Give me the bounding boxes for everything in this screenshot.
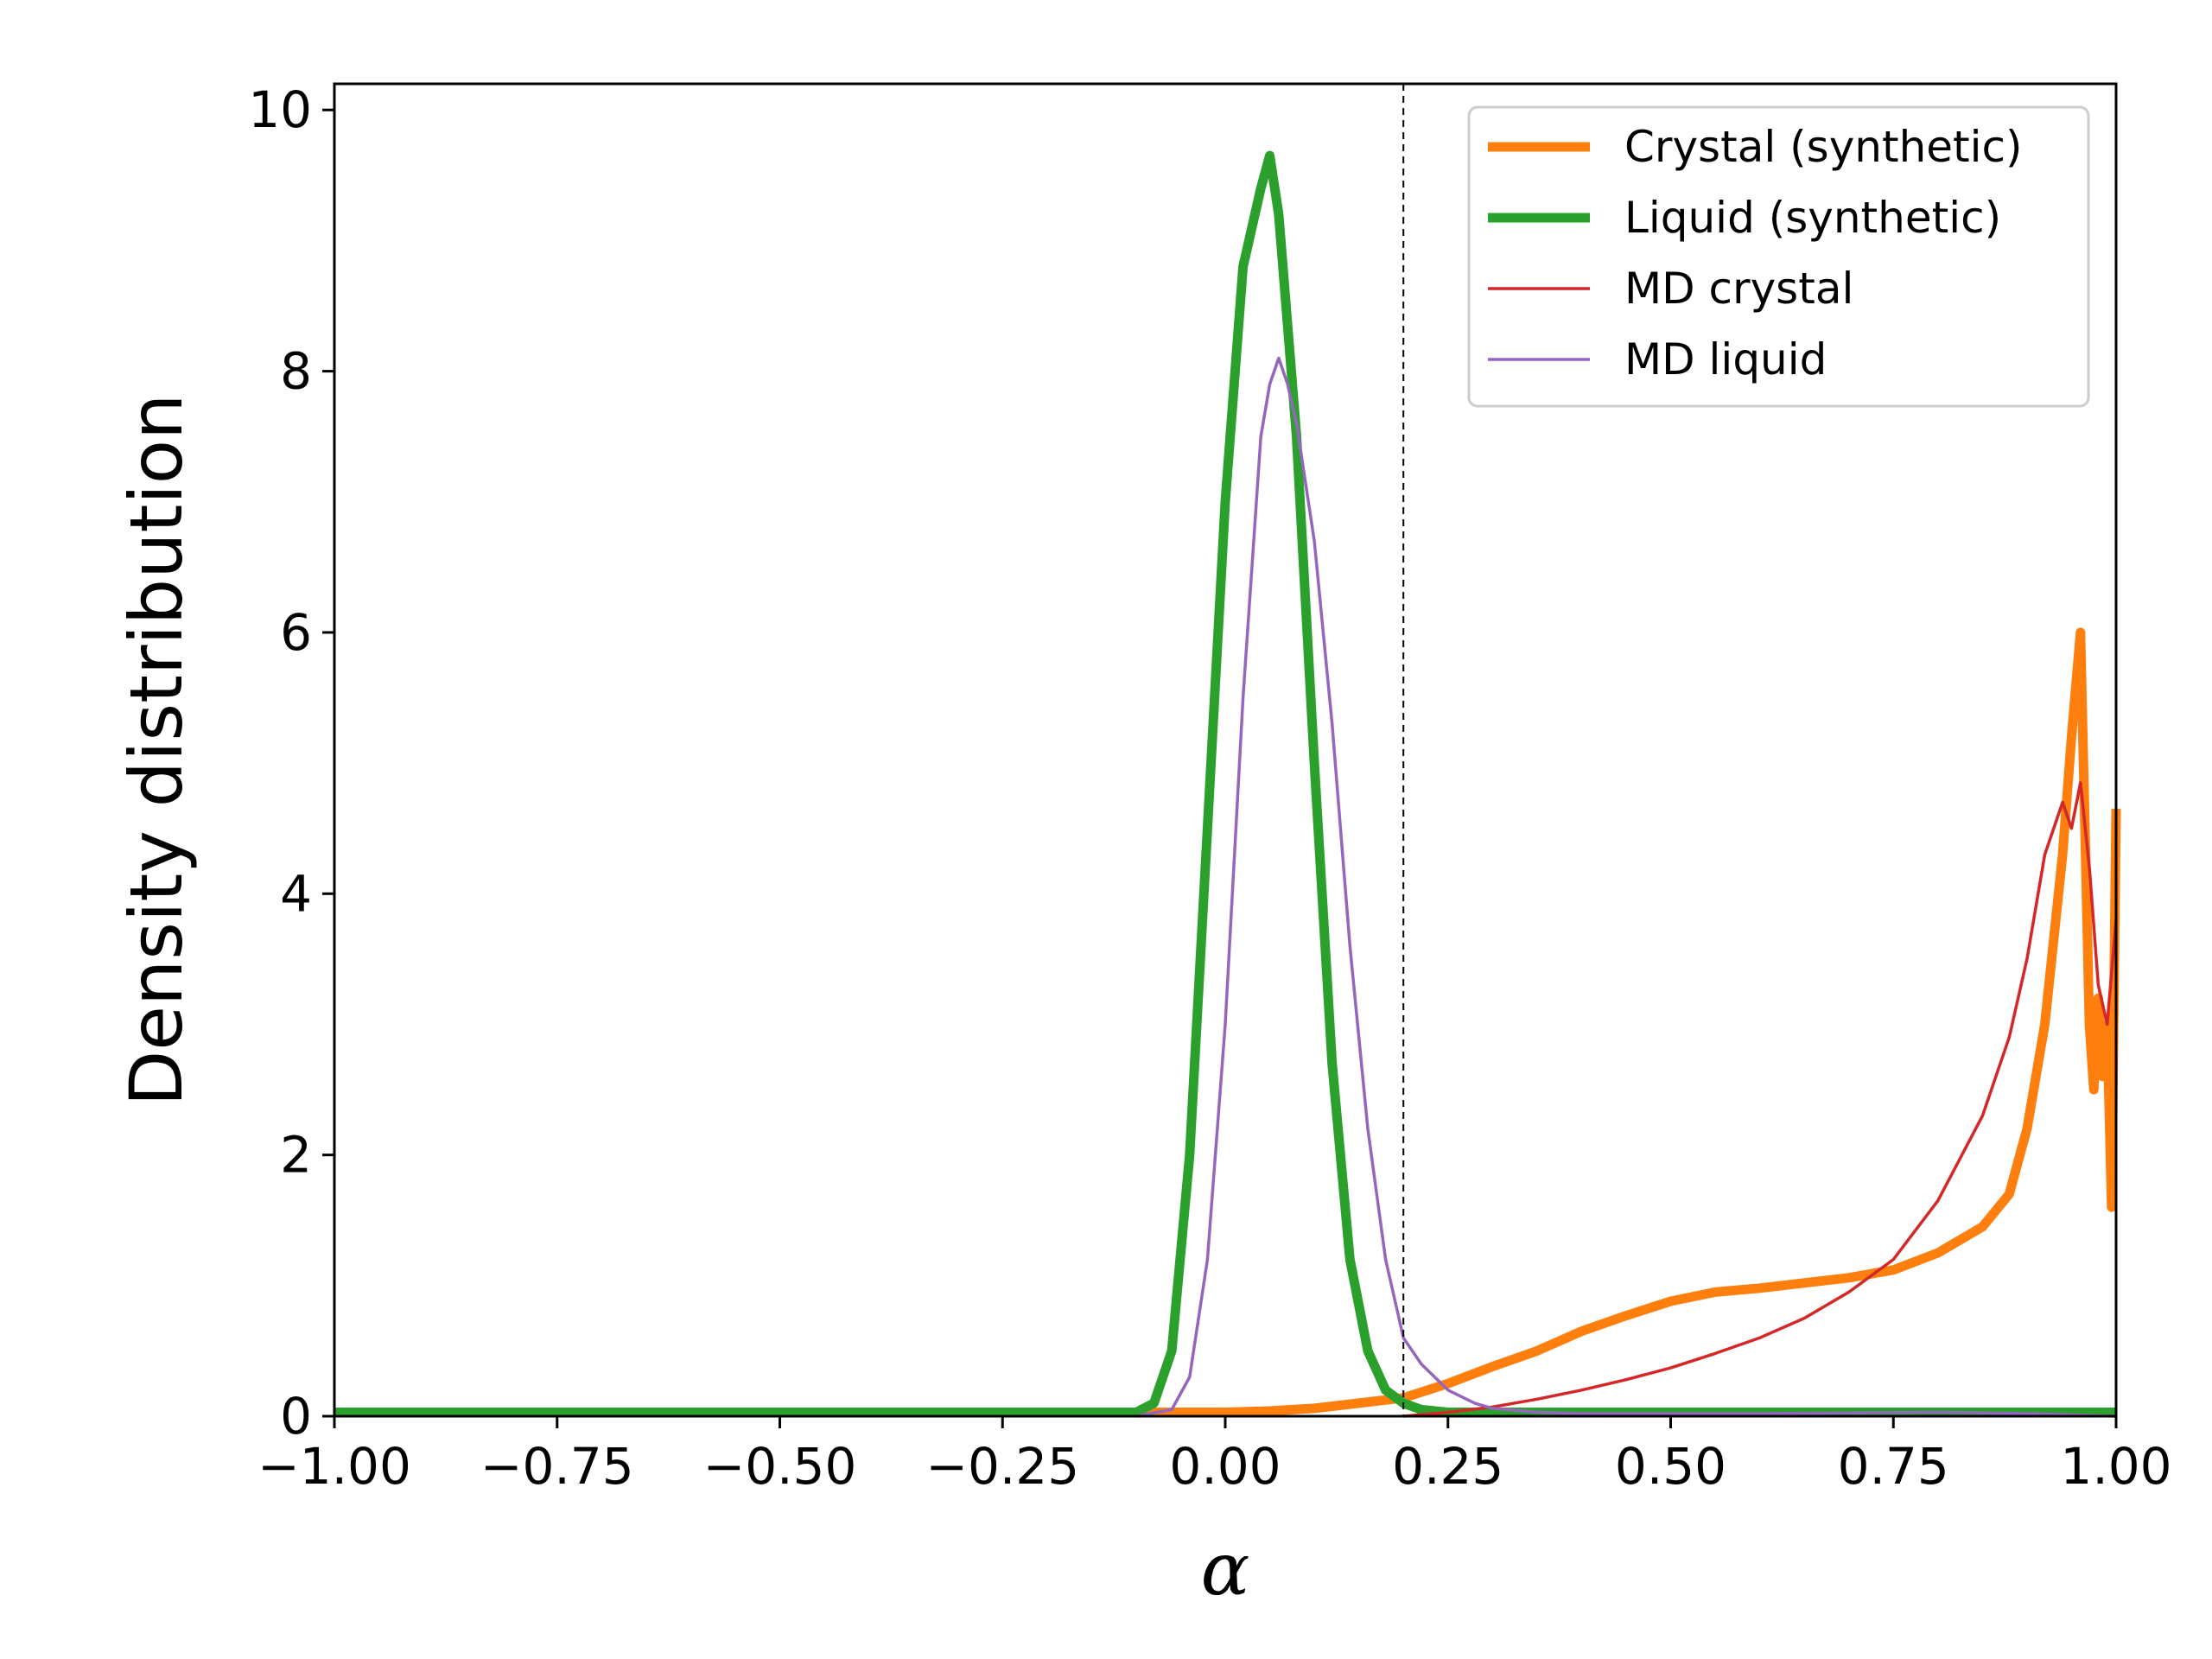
x-tick-label: 0.50: [1615, 1437, 1726, 1496]
series-line-1: [334, 627, 2121, 1417]
x-tick-label: 0.75: [1838, 1437, 1949, 1496]
series-layer: [334, 150, 2121, 1418]
legend-label: MD crystal: [1624, 264, 1853, 314]
legend-label: Liquid (synthetic): [1624, 193, 2001, 243]
y-tick-label: 10: [248, 80, 312, 139]
legend-label: Crystal (synthetic): [1624, 122, 2023, 172]
x-tick-label: −0.75: [480, 1437, 634, 1496]
legend-label: MD liquid: [1624, 334, 1827, 385]
x-tick-label: −1.00: [257, 1437, 411, 1496]
y-tick-label: 2: [280, 1126, 312, 1185]
legend-box: [1467, 105, 2090, 408]
series-line-4: [1135, 356, 2117, 1418]
y-axis-label: Density distribution: [114, 394, 199, 1107]
x-axis-label: α: [1201, 1527, 1250, 1611]
y-tick-label: 0: [280, 1387, 312, 1446]
x-tick-label: −0.25: [925, 1437, 1079, 1496]
y-axis-ticks: 0 2 4 6 8 10: [248, 80, 334, 1446]
x-axis-ticks: −1.00 −0.75 −0.50 −0.25 0.00 0.25 0.50 0.75 1.00: [257, 1416, 2172, 1496]
y-tick-label: 4: [280, 864, 312, 923]
x-tick-label: −0.50: [703, 1437, 857, 1496]
series-line-3: [1403, 781, 2118, 1418]
x-tick-label: 0.00: [1169, 1437, 1281, 1496]
legend: Crystal (synthetic) Liquid (synthetic) MD …: [1467, 105, 2090, 408]
y-tick-label: 8: [280, 342, 312, 401]
x-tick-label: 0.25: [1392, 1437, 1503, 1496]
x-tick-label: 1.00: [2060, 1437, 2171, 1496]
series-line-2: [334, 150, 2116, 1417]
y-tick-label: 6: [280, 603, 312, 662]
